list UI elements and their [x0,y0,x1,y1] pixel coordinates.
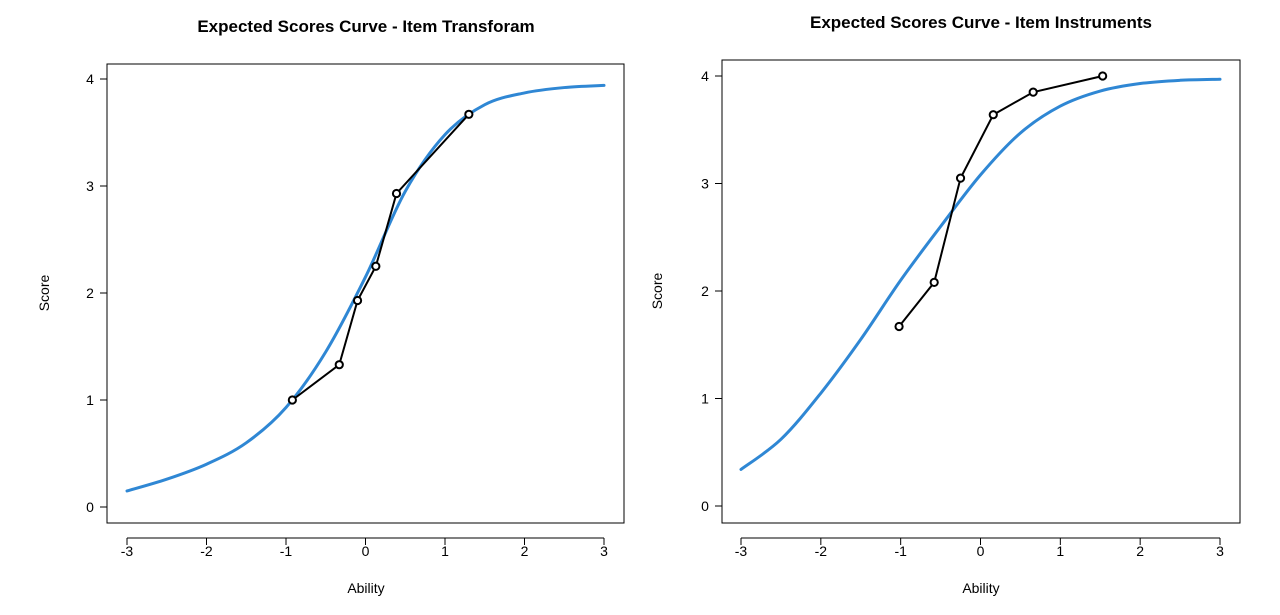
x-tick-label: -3 [121,543,134,559]
x-axis-label: Ability [962,580,999,596]
x-axis-label: Ability [347,580,384,596]
x-tick-label: 3 [1216,543,1224,559]
y-tick-label: 3 [86,178,94,194]
observed-score-point [287,395,297,405]
x-tick-label: -1 [894,543,907,559]
observed-score-point [894,321,904,332]
x-tick-label: 0 [362,543,370,559]
observed-score-point [929,277,939,287]
expected-score-curve [739,77,1222,471]
observed-score-point [464,109,474,119]
y-tick-label: 2 [701,283,709,299]
y-tick-label: 1 [701,391,709,407]
observed-score-point [334,360,344,370]
y-tick-label: 3 [701,176,709,192]
observed-score-point [988,110,998,120]
chart-title: Expected Scores Curve - Item Transforam [197,17,534,36]
x-tick-label: -1 [280,543,293,559]
x-tick-label: 3 [600,543,608,559]
y-tick-label: 2 [86,285,94,301]
chart-panel-1: Expected Scores Curve - Item Transforam -… [36,17,625,596]
x-tick-label: -2 [815,543,828,559]
plot-frame [106,63,625,524]
observed-score-point [391,188,402,199]
y-axis-label: Score [36,275,52,312]
observed-score-point [1098,71,1108,81]
observed-score-line [898,75,1103,328]
y-tick-label: 0 [701,498,709,514]
observed-score-point [955,173,966,183]
observed-score-point [352,295,363,306]
x-tick-label: 1 [1056,543,1064,559]
y-tick-label: 0 [86,499,94,515]
plot-frame [721,59,1241,524]
x-tick-label: 1 [441,543,449,559]
x-tick-label: 0 [977,543,985,559]
y-axis-label: Score [649,273,665,310]
x-tick-label: -2 [200,543,213,559]
observed-score-point [1028,87,1038,97]
observed-score-point [371,261,381,271]
chart-title: Expected Scores Curve - Item Instruments [810,13,1152,32]
observed-score-line [291,113,470,401]
chart-panel-2: Expected Scores Curve - Item Instruments… [649,13,1241,596]
y-tick-label: 1 [86,392,94,408]
y-tick-label: 4 [701,68,709,84]
expected-score-curve [125,83,606,493]
x-tick-label: -3 [735,543,748,559]
y-tick-label: 4 [86,71,94,87]
x-tick-label: 2 [521,543,529,559]
x-tick-label: 2 [1136,543,1144,559]
